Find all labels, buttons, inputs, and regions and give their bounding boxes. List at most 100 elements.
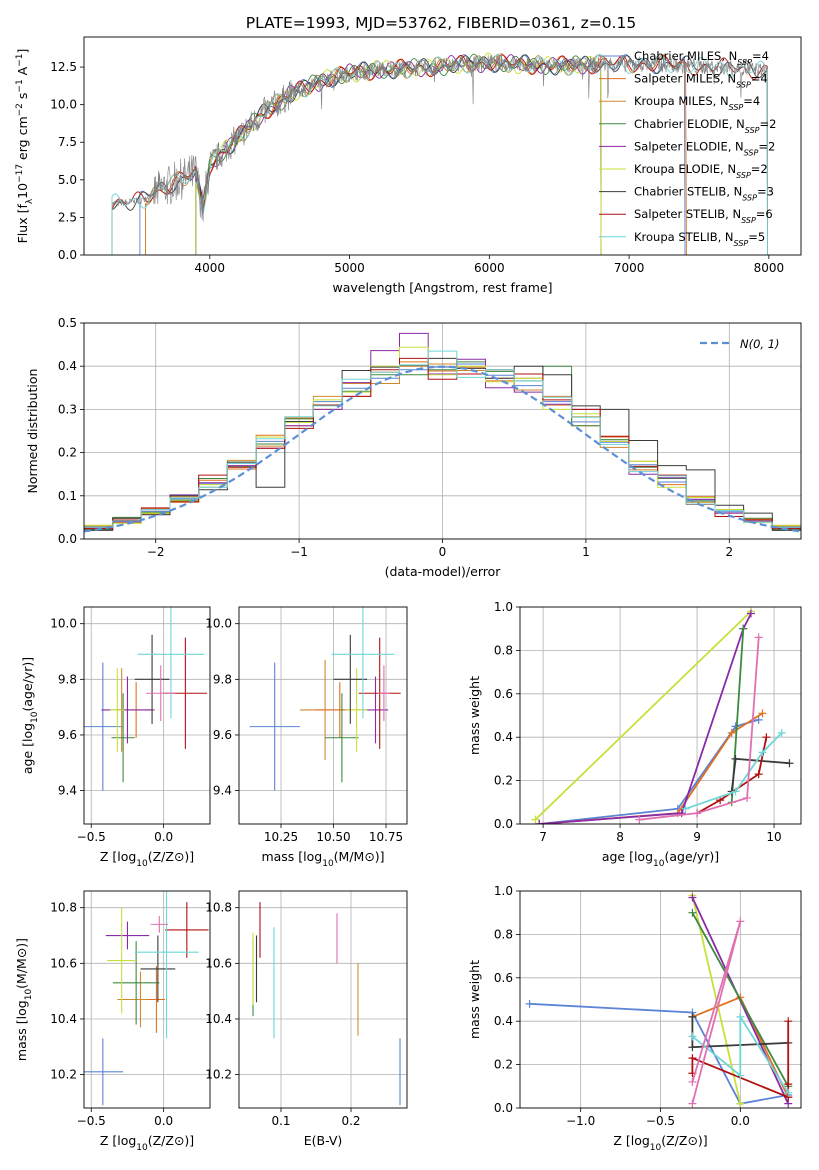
y-tick-label: 10.8 xyxy=(205,901,232,915)
plus-marker xyxy=(688,1054,697,1063)
y-tick-label: 0.2 xyxy=(58,446,77,460)
error-bar-point xyxy=(331,607,395,719)
legend-label: Kroupa MILES, NSSP=4 xyxy=(634,94,760,112)
axes-frame xyxy=(238,606,408,825)
plot-area xyxy=(84,323,801,539)
axes-frame xyxy=(83,322,802,540)
plot-area xyxy=(239,891,407,1108)
x-tick-label: −0.5 xyxy=(646,1114,675,1128)
y-tick-label: 0.8 xyxy=(494,643,513,657)
error-bar-point xyxy=(111,693,135,783)
y-tick-label: 0.6 xyxy=(494,971,513,985)
plus-marker xyxy=(736,1071,745,1080)
plus-marker xyxy=(746,609,755,618)
weight-line xyxy=(534,610,752,821)
error-bar-point xyxy=(84,662,124,791)
error-bar-point xyxy=(147,966,166,1033)
plus-marker xyxy=(739,624,748,633)
x-tick-label: 6000 xyxy=(474,261,505,275)
y-tick-label: 10.8 xyxy=(50,901,77,915)
legend-label: Chabrier ELODIE, NSSP=2 xyxy=(634,117,776,135)
y-tick-label: 0.0 xyxy=(494,817,513,831)
y-tick-label: 10.0 xyxy=(50,617,77,631)
plot-area xyxy=(84,607,210,824)
y-tick-label: 10.4 xyxy=(50,1012,77,1026)
legend-label: Salpeter STELIB, NSSP=6 xyxy=(634,207,773,225)
plus-marker xyxy=(758,709,767,718)
x-tick-label: 0.0 xyxy=(154,830,173,844)
plus-marker xyxy=(693,809,702,818)
plot-area xyxy=(239,607,407,824)
plus-marker xyxy=(754,633,763,642)
y-tick-label: 7.5 xyxy=(58,135,77,149)
plus-marker xyxy=(531,815,540,824)
weight-line xyxy=(691,1013,789,1094)
model-spectrum-line xyxy=(111,53,768,255)
error-bar-point xyxy=(146,665,176,722)
error-bar-point xyxy=(137,607,205,719)
y-tick-label: 9.4 xyxy=(58,784,77,798)
y-tick-label: 10.0 xyxy=(205,617,232,631)
y-tick-label: 0.2 xyxy=(494,774,513,788)
panel-residuals: −2 −1 0 1 2 0.0 0.1 0.2 0.3 0.4 0.5 (data-model)/er… xyxy=(25,316,802,579)
error-bar-point xyxy=(84,1038,124,1106)
y-tick-label: 10.4 xyxy=(205,1012,232,1026)
plus-marker xyxy=(785,759,794,768)
plus-marker xyxy=(525,999,534,1008)
y-tick-label: 0.1 xyxy=(58,489,77,503)
weight-line xyxy=(639,637,760,821)
plus-marker xyxy=(736,1099,745,1108)
error-bar-point xyxy=(346,668,368,752)
model-spectrum-line xyxy=(111,54,768,255)
x-tick-label: −2 xyxy=(147,545,165,559)
x-tick-label: 0.2 xyxy=(341,1114,360,1128)
y-tick-label: 9.8 xyxy=(213,672,232,686)
plus-marker xyxy=(784,1080,793,1089)
y-tick-label: 0.8 xyxy=(494,927,513,941)
plus-marker xyxy=(736,917,745,926)
plus-marker xyxy=(681,804,690,813)
error-bar-point xyxy=(107,907,137,1014)
plus-marker xyxy=(688,1043,697,1052)
plus-marker xyxy=(688,1012,697,1021)
x-axis-label: Z [log10(Z/Z⊙)] xyxy=(100,849,194,869)
legend-label: Salpeter ELODIE, NSSP=2 xyxy=(634,139,775,157)
legend-label: Chabrier MILES, NSSP=4 xyxy=(634,49,769,67)
y-tick-label: 0.0 xyxy=(58,248,77,262)
panel-z-mass: −0.5 0.0 10.2 10.4 10.6 10.8 Z [log10(Z/Z⊙)] ma… xyxy=(14,890,211,1153)
error-bar-point xyxy=(377,665,391,722)
y-tick-label: 10.2 xyxy=(205,1068,232,1082)
y-tick-label: 0.6 xyxy=(494,687,513,701)
x-axis-label: E(B-V) xyxy=(304,1133,343,1148)
plus-marker xyxy=(731,787,740,796)
x-tick-label: 0.0 xyxy=(154,1114,173,1128)
x-tick-label: 7 xyxy=(539,830,547,844)
legend-label: Chabrier STELIB, NSSP=3 xyxy=(634,185,774,203)
panel-mass-age: 10.25 10.50 10.75 9.4 9.6 9.8 10.0 mass [log10(… xyxy=(205,606,408,869)
plus-marker xyxy=(688,1032,697,1041)
y-tick-label: 10.6 xyxy=(50,956,77,970)
y-tick-label: 0.4 xyxy=(494,1014,513,1028)
x-axis-label: mass [log10(M/M⊙)] xyxy=(261,849,384,869)
histogram-step xyxy=(84,350,801,539)
axes-frame xyxy=(519,890,802,1109)
weight-line xyxy=(539,613,752,824)
plus-marker xyxy=(688,908,697,917)
plus-marker xyxy=(762,733,771,742)
plus-marker xyxy=(688,893,697,902)
x-tick-label: 1 xyxy=(582,545,590,559)
x-tick-label: 8 xyxy=(616,830,624,844)
y-tick-label: 9.8 xyxy=(58,672,77,686)
x-tick-label: 10.25 xyxy=(264,830,298,844)
x-tick-label: 2 xyxy=(725,545,733,559)
error-bar-point xyxy=(333,634,368,724)
plot-area xyxy=(520,607,801,824)
x-axis-label: (data-model)/error xyxy=(385,564,502,579)
plus-marker xyxy=(784,1017,793,1026)
x-tick-label: 10.50 xyxy=(316,830,350,844)
model-spectrum-line xyxy=(195,53,602,255)
panel-z-age: −0.5 0.0 9.4 9.6 9.8 10.0 Z [log10(Z/Z⊙)] age [… xyxy=(20,606,211,869)
x-axis-label: Z [log10(Z/Z⊙)] xyxy=(100,1133,194,1153)
legend-label: Kroupa STELIB, NSSP=5 xyxy=(634,230,765,248)
